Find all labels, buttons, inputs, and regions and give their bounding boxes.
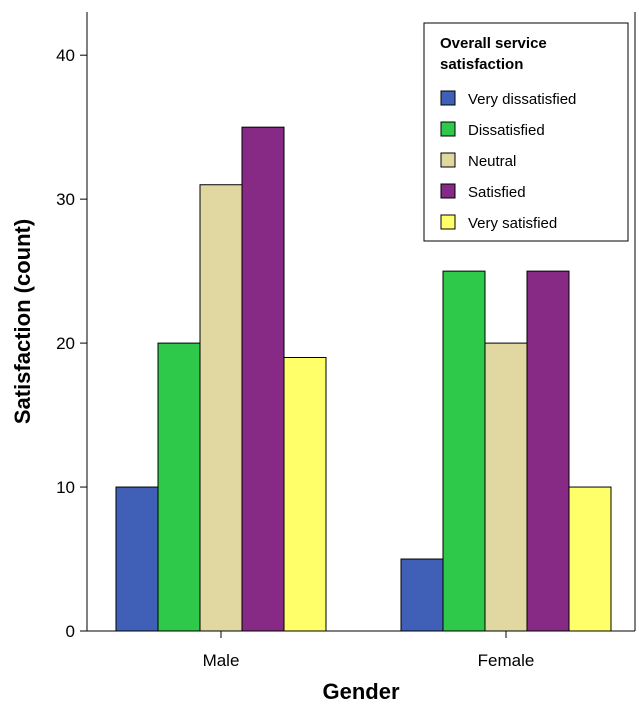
y-tick-label: 10 [56, 478, 75, 497]
legend-label-very-satisfied: Very satisfied [468, 215, 557, 232]
legend-label-neutral: Neutral [468, 153, 516, 170]
y-tick-label: 40 [56, 46, 75, 65]
legend-box [423, 22, 629, 242]
bars [115, 126, 612, 632]
legend-swatch-very-dissatisfied [440, 90, 456, 106]
bar-male-very-dissatisfied [115, 486, 159, 632]
bar-male-dissatisfied [157, 342, 201, 632]
legend-label-dissatisfied: Dissatisfied [468, 122, 545, 139]
bar-female-very-dissatisfied [400, 558, 444, 632]
y-tick-label: 30 [56, 190, 75, 209]
legend-label-satisfied: Satisfied [468, 184, 526, 201]
legend-swatch-dissatisfied [440, 121, 456, 137]
bar-male-satisfied [241, 126, 285, 632]
legend-items: Very dissatisfied Dissatisfied Neutral Sati… [440, 90, 576, 232]
y-tick-label: 20 [56, 334, 75, 353]
bar-male-neutral [199, 184, 243, 632]
x-tick-label-male: Male [203, 651, 240, 670]
legend-label-very-dissatisfied: Very dissatisfied [468, 91, 576, 108]
y-axis-title: Satisfaction (count) [10, 219, 35, 424]
bar-female-satisfied [526, 270, 570, 632]
bar-female-dissatisfied [442, 270, 486, 632]
legend-title-line-1: Overall service [440, 35, 547, 52]
bar-female-neutral [484, 342, 528, 632]
legend-swatch-satisfied [440, 183, 456, 199]
x-axis-title: Gender [322, 679, 399, 704]
legend-swatch-very-satisfied [440, 214, 456, 230]
bar-male-very-satisfied [283, 356, 327, 632]
axes: Gender Satisfaction (count) [10, 219, 400, 704]
x-tick-label-female: Female [478, 651, 535, 670]
bar-female-very-satisfied [568, 486, 612, 632]
legend-title-line-2: satisfaction [440, 56, 523, 73]
y-tick-label: 0 [66, 622, 75, 641]
legend-swatch-neutral [440, 152, 456, 168]
legend: Overall service satisfaction Very dissat… [423, 22, 629, 242]
